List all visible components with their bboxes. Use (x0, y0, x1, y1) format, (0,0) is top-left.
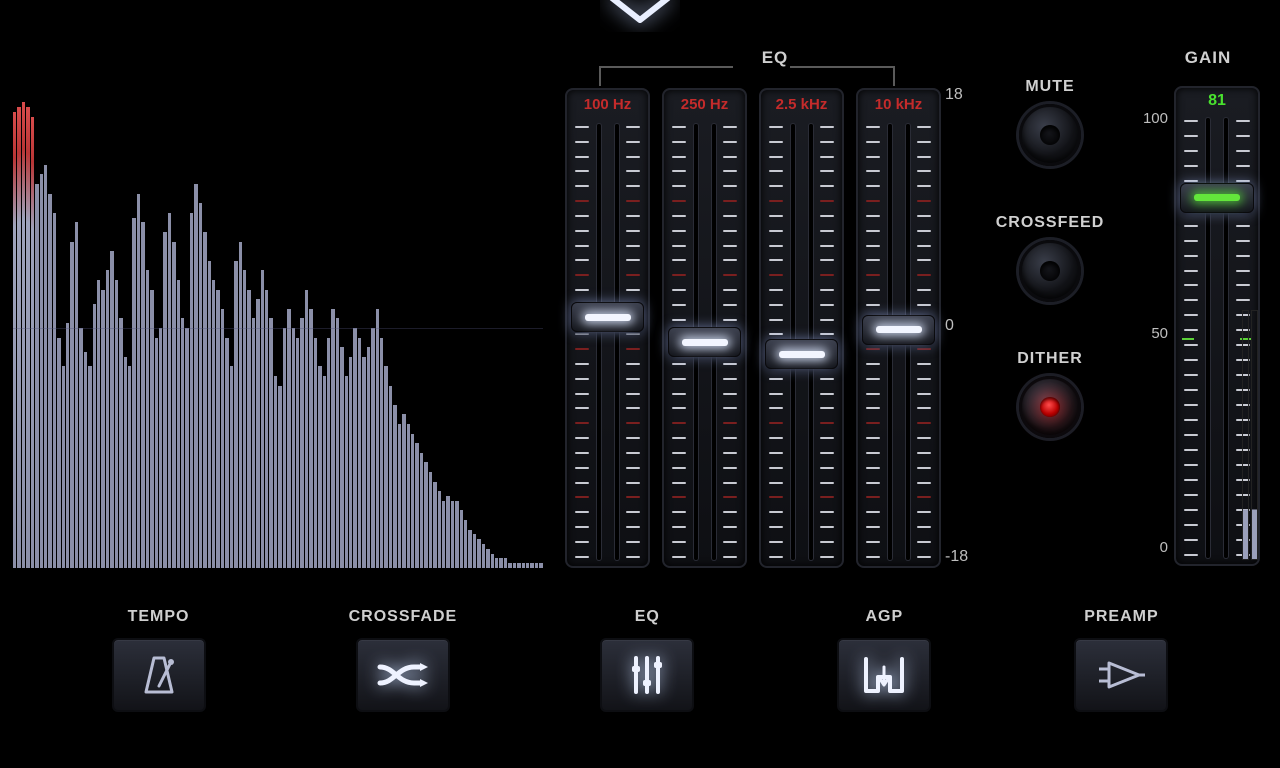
crossfade-group: CROSSFADE (349, 608, 458, 738)
eq-slider-0[interactable]: 100 Hz (565, 88, 650, 568)
gain-thumb[interactable] (1180, 183, 1254, 213)
eq-freq-label: 250 Hz (664, 96, 745, 113)
agp-group: AGP (837, 608, 931, 738)
eq-freq-label: 100 Hz (567, 96, 648, 113)
gain-scale: 100 50 0 (1138, 86, 1174, 566)
eq-freq-label: 2.5 kHz (761, 96, 842, 113)
eq-scale-max: 18 (945, 86, 963, 104)
spectrum-analyzer (13, 88, 543, 568)
preamp-icon (1095, 655, 1147, 695)
eq-button[interactable] (600, 638, 694, 712)
output-level-meter (1242, 310, 1258, 560)
dither-knob[interactable] (1019, 376, 1081, 438)
eq-slider-1[interactable]: 250 Hz (662, 88, 747, 568)
eq-title: EQ (754, 48, 797, 68)
eq-section: EQ 100 Hz 250 Hz 2.5 kHz 10 kHz (565, 48, 985, 568)
tempo-button[interactable] (112, 638, 206, 712)
eq-scale-mid: 0 (945, 317, 954, 335)
gain-scale-min: 0 (1160, 539, 1168, 556)
bottom-toolbar: TEMPO CROSSFADE EQ (0, 608, 1280, 738)
agp-button[interactable] (837, 638, 931, 712)
dither-group: DITHER (1017, 350, 1083, 438)
agp-label: AGP (866, 608, 904, 626)
eq-slider-3[interactable]: 10 kHz (856, 88, 941, 568)
crossfeed-label: CROSSFEED (996, 214, 1105, 232)
mute-label: MUTE (1025, 78, 1074, 96)
eq-scale-min: -18 (945, 548, 968, 566)
mute-group: MUTE (1019, 78, 1081, 166)
tempo-group: TEMPO (112, 608, 206, 738)
gain-scale-max: 100 (1143, 110, 1168, 127)
collapse-chevron[interactable] (600, 0, 680, 32)
knob-column: MUTE CROSSFEED DITHER (990, 78, 1110, 468)
crossfade-icon (376, 655, 430, 695)
metronome-icon (136, 652, 182, 698)
eq-slider-2[interactable]: 2.5 kHz (759, 88, 844, 568)
gain-value: 81 (1176, 92, 1258, 110)
eq-scale: 18 0 -18 (945, 86, 968, 566)
eq-btn-group: EQ (600, 608, 694, 738)
eq-thumb[interactable] (571, 302, 644, 332)
mute-knob[interactable] (1019, 104, 1081, 166)
tempo-label: TEMPO (128, 608, 190, 626)
preamp-group: PREAMP (1074, 608, 1168, 738)
eq-freq-label: 10 kHz (858, 96, 939, 113)
eq-thumb[interactable] (862, 315, 935, 345)
eq-sliders-icon (624, 652, 670, 698)
gain-title: GAIN (1138, 48, 1278, 68)
crossfeed-knob[interactable] (1019, 240, 1081, 302)
dither-label: DITHER (1017, 350, 1083, 368)
preamp-button[interactable] (1074, 638, 1168, 712)
crossfade-button[interactable] (356, 638, 450, 712)
crossfade-label: CROSSFADE (349, 608, 458, 626)
eq-thumb[interactable] (668, 327, 741, 357)
eq-thumb[interactable] (765, 339, 838, 369)
eq-btn-label: EQ (635, 608, 660, 626)
gain-scale-mid: 50 (1151, 325, 1168, 342)
preamp-label: PREAMP (1084, 608, 1158, 626)
agp-icon (860, 653, 908, 697)
crossfeed-group: CROSSFEED (996, 214, 1105, 302)
